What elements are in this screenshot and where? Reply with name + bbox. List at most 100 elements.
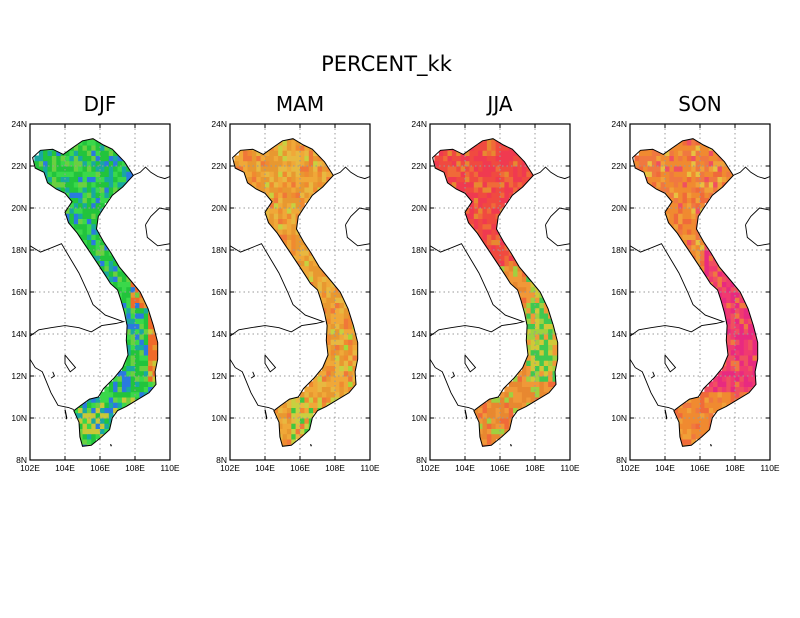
grid-cell	[60, 171, 66, 177]
grid-cell	[495, 145, 501, 151]
grid-cell	[539, 328, 545, 335]
grid-cell	[108, 265, 114, 272]
grid-cell	[530, 334, 536, 340]
grid-cell	[447, 155, 453, 162]
grid-cell	[300, 428, 305, 435]
grid-cell	[460, 187, 466, 193]
grid-cell	[126, 318, 132, 324]
grid-cell	[451, 176, 457, 183]
grid-cell	[686, 402, 692, 408]
grid-cell	[278, 160, 283, 167]
grid-cell	[708, 276, 714, 282]
grid-cell	[665, 166, 670, 172]
grid-cell	[735, 286, 740, 293]
grid-cell	[665, 150, 670, 156]
grid-cell	[113, 376, 118, 382]
grid-cell	[104, 160, 110, 167]
grid-cell	[152, 365, 158, 372]
grid-cell	[51, 160, 57, 167]
grid-cell	[704, 197, 710, 204]
grid-cell	[86, 192, 92, 198]
grid-cell	[126, 313, 132, 319]
grid-cell	[86, 160, 92, 167]
grid-cell	[273, 223, 279, 230]
grid-cell	[548, 376, 553, 382]
grid-cell	[513, 260, 518, 267]
panel-jja: JJA 24N 22N 20N 18N 16N 14N 12N 10N 8N 102E 104E 10…	[400, 88, 580, 483]
grid-cell	[326, 355, 332, 361]
grid-cell	[695, 239, 701, 246]
grid-cell	[713, 181, 718, 188]
grid-cell	[139, 307, 145, 314]
grid-cell	[665, 176, 670, 183]
season-label: DJF	[83, 92, 117, 116]
grid-cell	[126, 397, 132, 403]
grid-cell	[339, 328, 345, 335]
grid-cell	[721, 397, 727, 403]
grid-cell	[51, 155, 57, 162]
grid-cell	[495, 150, 501, 156]
grid-cell	[482, 187, 488, 193]
grid-cell	[491, 397, 497, 403]
lat-tick-label: 18N	[11, 245, 27, 255]
grid-cell	[304, 187, 310, 193]
grid-cell	[704, 150, 710, 156]
grid-cell	[517, 166, 523, 172]
grid-cell	[486, 181, 492, 188]
grid-cell	[491, 439, 497, 445]
grid-cell	[691, 213, 697, 219]
grid-cell	[282, 444, 288, 447]
grid-cell	[691, 412, 697, 419]
grid-cell	[508, 386, 514, 393]
grid-cell	[669, 181, 675, 188]
grid-cell	[243, 166, 248, 172]
grid-cell	[465, 160, 470, 167]
grid-cell	[552, 344, 558, 351]
grid-cell	[86, 202, 92, 209]
grid-cell	[695, 234, 701, 240]
grid-cell	[730, 297, 736, 303]
grid-cell	[295, 255, 301, 261]
grid-cell	[700, 160, 705, 167]
grid-cell	[456, 181, 462, 188]
grid-cell	[78, 213, 83, 219]
grid-cell	[495, 202, 501, 209]
grid-cell	[726, 302, 732, 309]
grid-cell	[508, 402, 514, 408]
grid-cell	[100, 202, 105, 209]
grid-cell	[330, 355, 336, 361]
grid-cell	[82, 423, 88, 429]
grid-cell	[335, 313, 340, 319]
grid-cell	[117, 276, 123, 282]
grid-cell	[548, 355, 553, 361]
grid-cell	[278, 181, 283, 188]
grid-cell	[282, 229, 288, 235]
grid-cell	[317, 155, 323, 162]
grid-cell	[465, 223, 470, 230]
grid-cell	[478, 171, 483, 177]
grid-cell	[691, 439, 697, 445]
grid-cell	[282, 171, 288, 177]
grid-cell	[95, 208, 101, 214]
lat-tick-label: 8N	[616, 455, 627, 465]
grid-cell	[708, 402, 714, 408]
grid-cell	[273, 166, 279, 172]
grid-cell	[504, 271, 510, 277]
grid-cell	[286, 197, 292, 204]
grid-cell	[513, 187, 518, 193]
grid-cell	[552, 349, 558, 356]
grid-cell	[721, 365, 727, 372]
grid-cell	[352, 349, 358, 356]
grid-cell	[469, 181, 475, 188]
grid-cell	[82, 197, 88, 204]
grid-cell	[530, 397, 536, 403]
grid-cell	[521, 160, 527, 167]
grid-cell	[326, 302, 332, 309]
grid-cell	[495, 250, 501, 256]
grid-cell	[86, 187, 92, 193]
grid-cell	[691, 139, 697, 146]
grid-cell	[65, 223, 70, 230]
grid-cell	[717, 381, 723, 387]
grid-cell	[513, 166, 518, 172]
grid-cell	[700, 250, 705, 256]
